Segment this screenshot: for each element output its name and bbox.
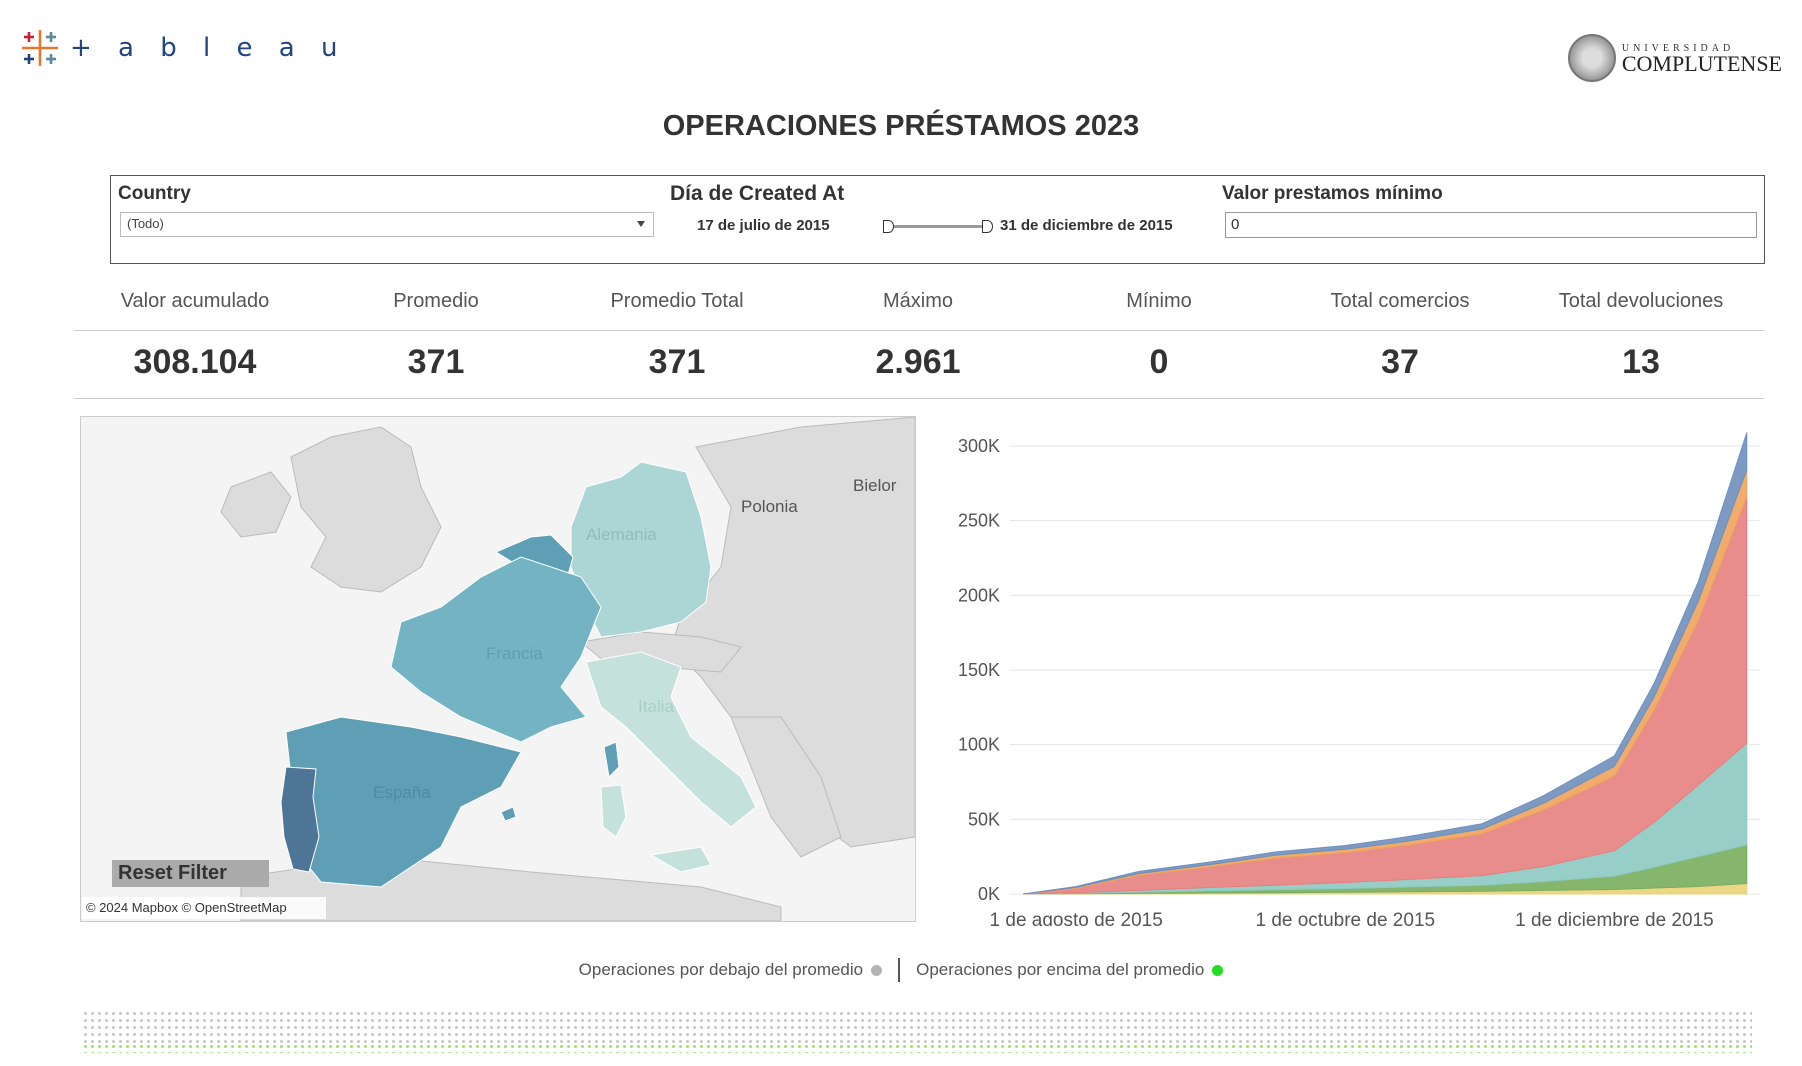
cumulative-area-chart[interactable]: 300K 250K 200K 150K 100K 50K 0K 1 de agosto de…: [920, 416, 1770, 926]
y-tick-label: 300K: [958, 436, 1000, 456]
map-label-bielor: Bielor: [853, 476, 897, 495]
y-tick-label: 200K: [958, 585, 1000, 605]
slider-end-handle[interactable]: [982, 220, 993, 233]
filter-panel: [110, 175, 1765, 264]
italy-region[interactable]: [585, 651, 757, 828]
university-seal-icon: [1567, 34, 1616, 82]
map-label-polonia: Polonia: [741, 497, 798, 516]
legend-below-dot-icon: [871, 964, 883, 976]
slider-track[interactable]: [888, 225, 988, 228]
country-dropdown-value: (Todo): [127, 216, 164, 231]
slider-start-handle[interactable]: [883, 220, 894, 233]
y-tick-label: 0K: [978, 884, 1000, 904]
kpi-label-minimo: Mínimo: [1126, 290, 1192, 312]
min-loan-input[interactable]: 0: [1225, 212, 1757, 238]
dotted-indicator-green: [82, 1043, 1752, 1053]
europe-map[interactable]: Polonia Bielor Alemania Francia Italia E…: [80, 416, 916, 922]
x-tick-label: 1 de agosto de 2015: [990, 910, 1163, 926]
kpi-label-valor-acumulado: Valor acumulado: [120, 290, 270, 312]
map-canvas[interactable]: Polonia Bielor Alemania Francia Italia E…: [81, 417, 915, 921]
x-axis-ticks: 1 de agosto de 2015 1 de octubre de 2015 1…: [990, 910, 1714, 926]
min-loan-label: Valor prestamos mínimo: [1222, 183, 1443, 204]
y-tick-label: 100K: [958, 735, 1000, 755]
kpi-label-promedio-total: Promedio Total: [610, 290, 744, 312]
country-dropdown[interactable]: (Todo): [120, 212, 654, 237]
date-filter-label: Día de Created At: [670, 182, 845, 205]
kpi-label-total-devoluciones: Total devoluciones: [1558, 290, 1724, 312]
y-axis-ticks: 300K 250K 200K 150K 100K 50K 0K: [958, 436, 1000, 904]
legend-above-dot-icon: [1212, 964, 1224, 976]
x-tick-label: 1 de octubre de 2015: [1255, 910, 1435, 926]
corsica-region[interactable]: [603, 741, 620, 779]
map-label-alemania: Alemania: [586, 525, 657, 544]
date-start-value[interactable]: 17 de julio de 2015: [697, 217, 830, 234]
reset-filter-button[interactable]: Reset Filter: [112, 860, 269, 887]
kpi-value-valor-acumulado: 308.104: [133, 343, 257, 381]
chart-legend: Operaciones por debajo del promedio Oper…: [0, 958, 1802, 982]
dotted-indicator-gray: [82, 1010, 1752, 1044]
kpi-value-promedio: 371: [407, 343, 465, 381]
balearic-region[interactable]: [500, 806, 517, 822]
kpi-label-total-comercios: Total comercios: [1330, 290, 1470, 312]
country-filter-label: Country: [118, 183, 191, 204]
kpi-divider-top: [74, 330, 1764, 331]
x-tick-label: 1 de diciembre de 2015: [1515, 910, 1714, 926]
university-name: COMPLUTENSE: [1621, 50, 1782, 76]
date-end-value[interactable]: 31 de diciembre de 2015: [1000, 217, 1173, 234]
sardinia-region[interactable]: [600, 784, 627, 838]
legend-above-label: Operaciones por encima del promedio: [916, 960, 1205, 979]
date-range-slider[interactable]: [883, 220, 993, 233]
france-region[interactable]: [390, 556, 602, 743]
sicily-region[interactable]: [649, 846, 712, 873]
map-label-italia: Italia: [638, 697, 674, 716]
page-title: OPERACIONES PRÉSTAMOS 2023: [662, 110, 1140, 142]
ireland-land: [220, 471, 292, 538]
tableau-cross-icon: [22, 30, 58, 66]
kpi-label-maximo: Máximo: [882, 290, 953, 312]
map-label-espana: España: [373, 783, 431, 802]
tableau-wordmark: + a b l e a u: [70, 33, 347, 63]
map-label-francia: Francia: [486, 644, 543, 663]
university-small-text: UNIVERSIDAD: [1621, 42, 1735, 54]
kpi-value-promedio-total: 371: [648, 343, 706, 381]
legend-separator: [898, 958, 901, 982]
map-attribution[interactable]: © 2024 Mapbox © OpenStreetMap: [82, 897, 326, 919]
legend-below-label: Operaciones por debajo del promedio: [578, 960, 864, 979]
greece-balkans-land: [730, 716, 842, 858]
university-logo: UNIVERSIDAD COMPLUTENSE: [1567, 34, 1782, 82]
portugal-region[interactable]: [280, 766, 320, 873]
chart-areas[interactable]: [1023, 432, 1748, 895]
kpi-value-maximo: 2.961: [875, 343, 961, 381]
y-tick-label: 50K: [968, 809, 1000, 829]
kpi-value-total-devoluciones: 13: [1622, 343, 1660, 381]
y-tick-label: 150K: [958, 660, 1000, 680]
kpi-label-promedio: Promedio: [393, 290, 479, 312]
y-tick-label: 250K: [958, 511, 1000, 531]
kpi-divider-bottom: [74, 398, 1764, 399]
kpi-value-total-comercios: 37: [1381, 343, 1419, 381]
area-series-5[interactable]: [1023, 432, 1748, 895]
chevron-down-icon[interactable]: [637, 221, 645, 227]
uk-land: [290, 426, 442, 593]
kpi-value-minimo: 0: [1149, 343, 1169, 381]
tableau-logo[interactable]: + a b l e a u: [18, 26, 346, 70]
